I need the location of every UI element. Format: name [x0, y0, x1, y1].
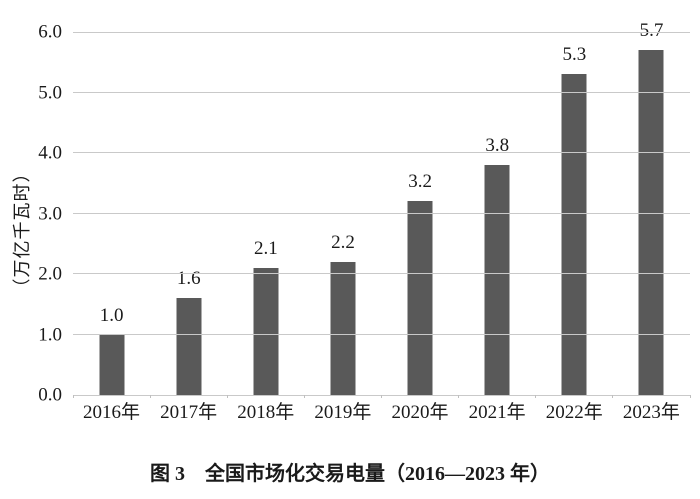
bar [561, 74, 587, 395]
bar-value-label: 1.6 [176, 268, 201, 290]
x-axis-tick-labels: 2016年 2017年 2018年 2019年 2020年 2021年 2022年 2023年 [73, 401, 690, 426]
y-tick-label: 1.0 [38, 324, 62, 345]
bar-cell: 3.2 [382, 32, 459, 395]
x-axis-tick [689, 395, 691, 398]
bar-value-label: 5.3 [562, 44, 587, 66]
y-tick-label: 4.0 [38, 142, 62, 164]
y-axis-tick-labels: 6.0 5.0 4.0 3.0 2.0 1.0 0.0 [0, 23, 62, 405]
bar-value-label: 5.7 [639, 20, 664, 42]
x-axis-tick [149, 395, 151, 398]
gridline [73, 334, 690, 335]
bar [638, 50, 664, 395]
x-axis-tick [381, 395, 382, 398]
x-tick-label: 2018年 [237, 402, 295, 423]
x-tick-label: 2021年 [468, 402, 526, 423]
bar [99, 334, 125, 395]
bar [176, 298, 202, 395]
gridline [73, 213, 690, 214]
y-tick-label: 5.0 [38, 82, 62, 103]
x-axis-tick [458, 395, 460, 398]
bar-value-label: 3.8 [485, 135, 510, 157]
bar-cell: 5.7 [613, 21, 690, 395]
bar-value-label: 2.1 [253, 237, 278, 259]
x-axis-tick [303, 395, 305, 398]
gridline [73, 31, 690, 33]
y-tick-label: 3.0 [38, 203, 62, 224]
x-tick-label: 2019年 [314, 402, 372, 423]
x-tick-label: 2022年 [545, 402, 603, 423]
gridline [73, 91, 690, 93]
x-tick-label: 2016年 [83, 402, 141, 423]
gridline [73, 152, 690, 154]
x-tick-label: 2017年 [160, 402, 218, 423]
bar-value-label: 2.2 [331, 231, 355, 253]
bar-cell: 1.0 [73, 32, 150, 395]
y-tick-label: 6.0 [38, 21, 62, 43]
x-axis-tick [535, 395, 537, 398]
bar-series: 1.0 1.6 2.1 2.2 3.2 3.8 5.3 5.7 [73, 21, 690, 395]
bar [253, 267, 279, 395]
x-axis-tick [72, 395, 74, 398]
bar-value-label: 3.2 [408, 171, 432, 193]
bar-value-label: 1.0 [99, 304, 124, 326]
y-tick-label: 2.0 [38, 263, 62, 285]
bar [407, 201, 433, 395]
bar-cell: 2.1 [227, 32, 304, 395]
x-axis-tick [612, 395, 614, 398]
figure-caption: 图 3 全国市场化交易电量（2016—2023 年） [150, 463, 550, 485]
x-tick-label: 2020年 [391, 402, 449, 423]
gridline [73, 273, 690, 275]
plot-area: 1.0 1.6 2.1 2.2 3.2 3.8 5.3 5.7 [72, 21, 691, 398]
x-tick-label: 2023年 [622, 402, 680, 423]
x-axis-tick [226, 395, 228, 398]
bar-cell: 3.8 [459, 32, 536, 395]
bar [484, 165, 510, 395]
y-tick-label: 0.0 [38, 384, 62, 406]
bar-cell: 2.2 [304, 32, 381, 395]
bar-cell: 5.3 [536, 32, 613, 395]
bar [330, 261, 356, 395]
